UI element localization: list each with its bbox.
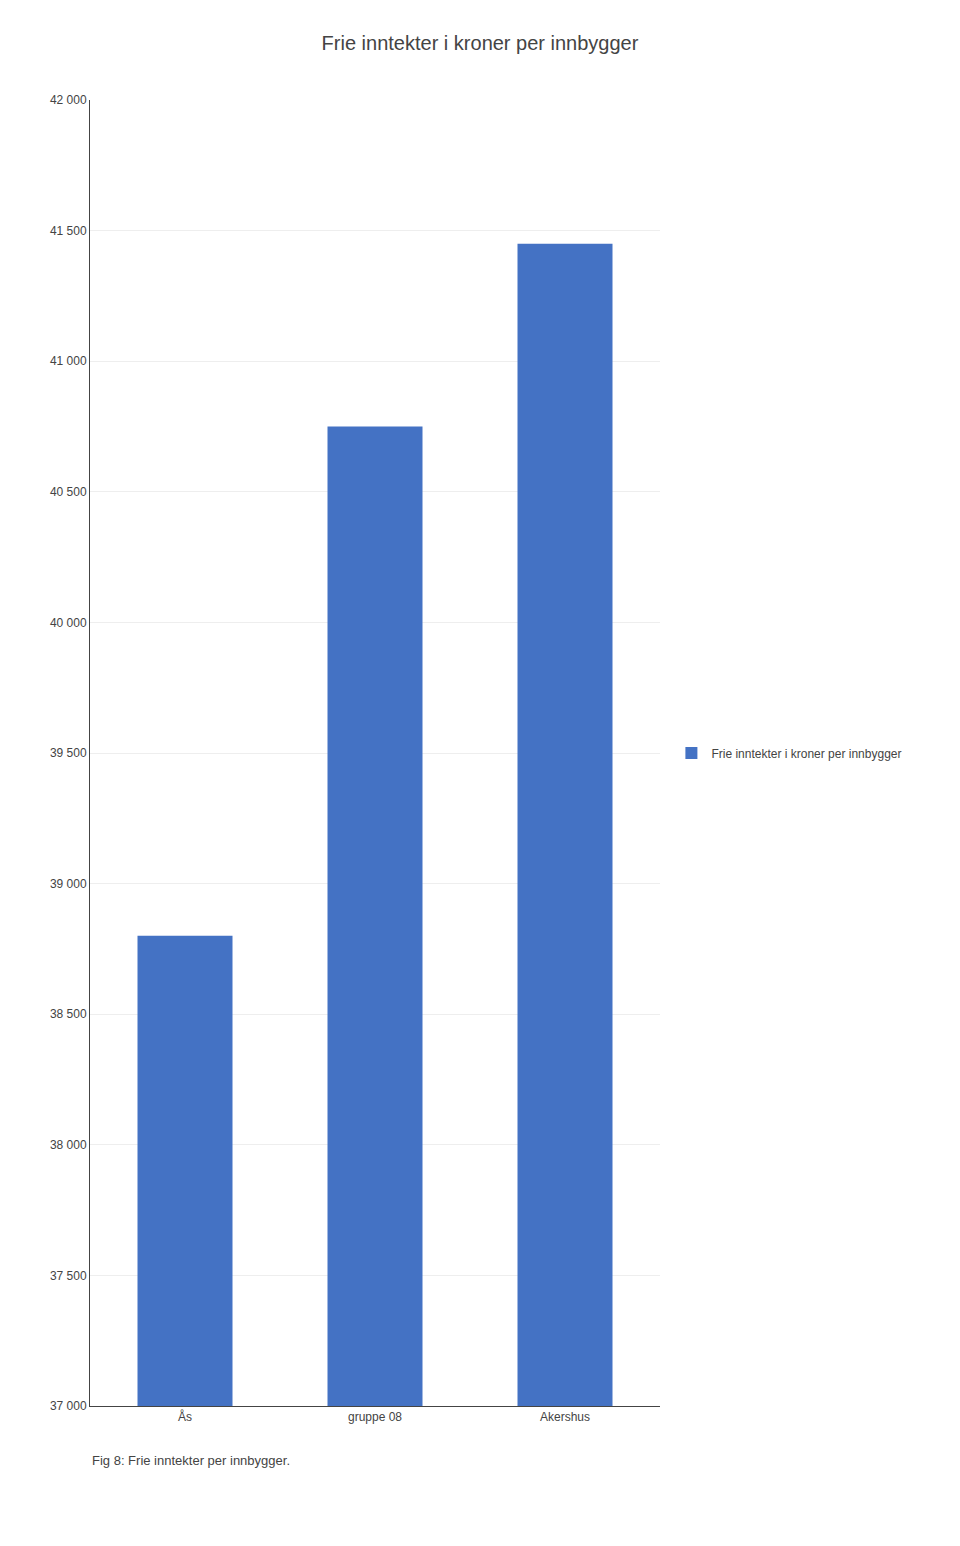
svg-text:41 500: 41 500 (50, 224, 87, 238)
svg-text:39 000: 39 000 (50, 877, 87, 891)
svg-text:Akershus: Akershus (540, 1410, 590, 1424)
svg-text:37 000: 37 000 (50, 1399, 87, 1413)
svg-text:39 500: 39 500 (50, 746, 87, 760)
svg-text:gruppe 08: gruppe 08 (348, 1410, 402, 1424)
svg-text:41 000: 41 000 (50, 354, 87, 368)
svg-text:40 000: 40 000 (50, 616, 87, 630)
svg-text:38 500: 38 500 (50, 1007, 87, 1021)
svg-text:40 500: 40 500 (50, 485, 87, 499)
svg-text:Fig 8: Frie inntekter per innb: Fig 8: Frie inntekter per innbygger. (92, 1453, 290, 1468)
svg-text:38 000: 38 000 (50, 1138, 87, 1152)
svg-text:Ås: Ås (178, 1409, 192, 1424)
svg-text:37 500: 37 500 (50, 1269, 87, 1283)
svg-text:Frie inntekter i kroner per in: Frie inntekter i kroner per innbygger (711, 747, 901, 761)
svg-text:Frie inntekter i kroner per in: Frie inntekter i kroner per innbygger (322, 32, 639, 54)
svg-text:42 000: 42 000 (50, 93, 87, 107)
